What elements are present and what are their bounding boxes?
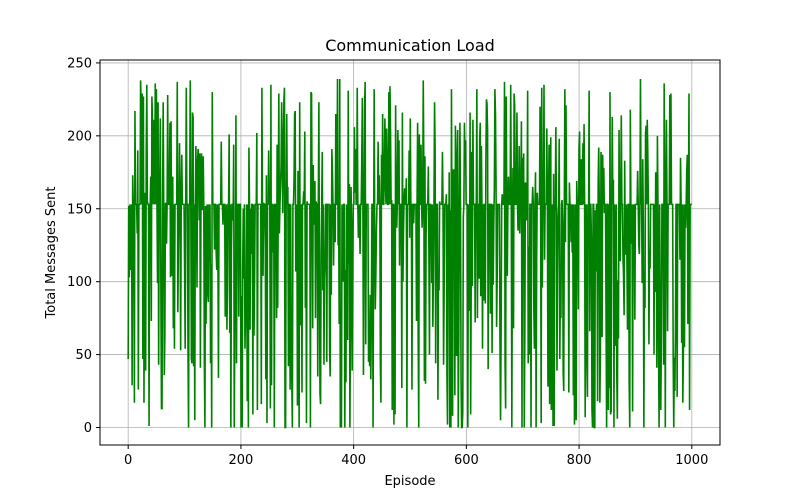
- y-tick-label: 0: [84, 421, 92, 436]
- x-axis: 0 200 400 600 800 1000: [124, 445, 708, 468]
- x-tick-label: 800: [567, 453, 592, 468]
- x-axis-title: Episode: [384, 474, 435, 489]
- y-tick-label: 250: [67, 56, 92, 71]
- y-tick-label: 150: [67, 202, 92, 217]
- series-line: [127, 78, 692, 429]
- y-tick-label: 100: [67, 275, 92, 290]
- y-axis-title: Total Messages Sent: [44, 187, 59, 320]
- plot-frame: [99, 59, 721, 446]
- y-tick-label: 200: [67, 129, 92, 144]
- x-tick-label: 0: [124, 453, 132, 468]
- x-tick-label: 600: [454, 453, 479, 468]
- series-layer: [127, 78, 692, 429]
- x-tick-label: 400: [341, 453, 366, 468]
- y-tick-label: 50: [75, 348, 92, 363]
- x-tick-label: 1000: [675, 453, 708, 468]
- y-axis: 0 50 100 150 200 250: [67, 56, 100, 436]
- chart-title: Communication Load: [325, 36, 495, 55]
- x-tick-label: 200: [228, 453, 253, 468]
